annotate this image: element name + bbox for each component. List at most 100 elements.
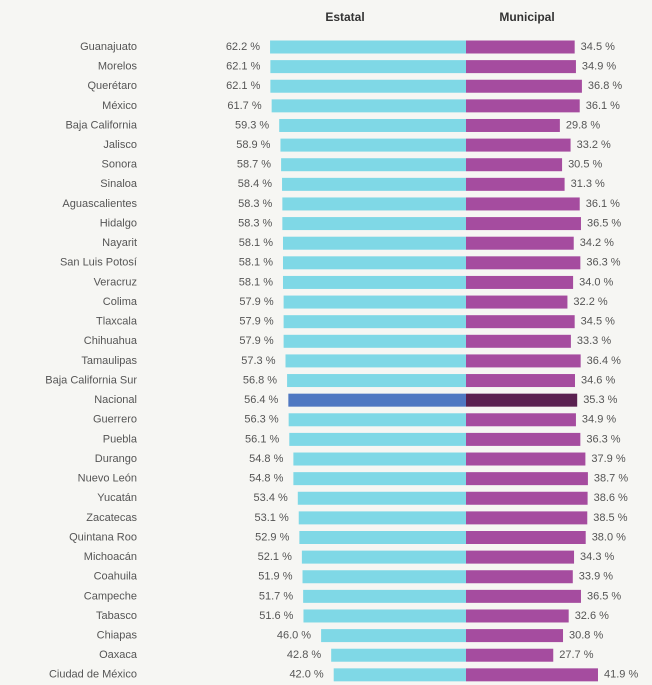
category-label: Ciudad de México [49, 669, 137, 681]
category-label: Baja California Sur [45, 374, 137, 386]
value-label: 42.0 % [289, 669, 323, 681]
value-label: 36.8 % [588, 80, 622, 92]
category-label: San Luis Potosí [60, 257, 137, 269]
category-label: Quintana Roo [69, 531, 137, 543]
bar [283, 295, 466, 309]
bar [466, 589, 581, 603]
category-label: Baja California [65, 119, 137, 131]
value-label: 57.9 % [239, 316, 273, 328]
bar [282, 256, 466, 270]
category-label: Sinaloa [100, 178, 138, 190]
value-label: 61.7 % [227, 100, 261, 112]
value-label: 27.7 % [559, 649, 593, 661]
bar [270, 40, 466, 54]
bar [287, 374, 466, 388]
category-label: Hidalgo [100, 217, 137, 229]
value-label: 33.9 % [579, 571, 613, 583]
bar [302, 570, 466, 584]
bar [321, 629, 466, 643]
bar [270, 60, 466, 74]
category-label: Zacatecas [86, 512, 137, 524]
category-label: Guanajuato [80, 41, 137, 53]
bar [466, 374, 575, 388]
value-label: 54.8 % [249, 453, 283, 465]
bar [466, 668, 598, 682]
bar [298, 511, 466, 525]
bar [466, 648, 554, 662]
bar [288, 413, 466, 427]
value-label: 42.8 % [287, 649, 321, 661]
bar [466, 40, 575, 54]
value-label: 34.5 % [581, 41, 615, 53]
bar [281, 158, 466, 172]
bar [466, 393, 578, 407]
category-label: Chiapas [97, 630, 138, 642]
value-label: 34.0 % [579, 276, 613, 288]
value-label: 35.3 % [583, 394, 617, 406]
category-label: Nayarit [102, 237, 137, 249]
category-label: Aguascalientes [62, 198, 137, 210]
bar [466, 511, 588, 525]
bar [282, 275, 466, 289]
category-label: Colima [103, 296, 138, 308]
bar [270, 79, 466, 93]
bar [466, 256, 581, 270]
value-label: 31.3 % [571, 178, 605, 190]
value-label: 30.8 % [569, 630, 603, 642]
value-label: 58.7 % [237, 159, 271, 171]
category-label: Michoacán [84, 551, 137, 563]
category-label: Tamaulipas [81, 355, 137, 367]
series-header: Estatal [325, 10, 364, 24]
value-label: 34.5 % [581, 316, 615, 328]
category-label: Coahuila [94, 571, 138, 583]
value-label: 32.2 % [573, 296, 607, 308]
bar [466, 295, 568, 309]
value-label: 38.6 % [594, 492, 628, 504]
value-label: 56.3 % [244, 414, 278, 426]
value-label: 38.0 % [592, 531, 626, 543]
bar [466, 432, 581, 446]
value-label: 33.2 % [577, 139, 611, 151]
bar [466, 217, 581, 231]
value-label: 62.2 % [226, 41, 260, 53]
value-label: 38.5 % [593, 512, 627, 524]
bar [282, 236, 466, 250]
value-label: 54.8 % [249, 473, 283, 485]
value-label: 36.1 % [586, 100, 620, 112]
bar [303, 609, 466, 623]
value-label: 34.6 % [581, 374, 615, 386]
value-label: 53.4 % [254, 492, 288, 504]
bar [303, 589, 466, 603]
category-label: Chihuahua [84, 335, 138, 347]
value-label: 59.3 % [235, 119, 269, 131]
value-label: 32.6 % [575, 610, 609, 622]
bar [466, 60, 576, 74]
value-label: 34.9 % [582, 61, 616, 73]
bar [466, 177, 565, 191]
category-label: Guerrero [93, 414, 137, 426]
bar [466, 197, 580, 211]
category-label: Jalisco [103, 139, 137, 151]
value-label: 62.1 % [226, 61, 260, 73]
category-label: Tlaxcala [96, 316, 138, 328]
category-label: Tabasco [96, 610, 137, 622]
value-label: 38.7 % [594, 473, 628, 485]
category-label: Sonora [102, 159, 138, 171]
value-label: 29.8 % [566, 119, 600, 131]
value-label: 58.1 % [239, 237, 273, 249]
bar [466, 158, 563, 172]
bar [282, 217, 466, 231]
bar [466, 472, 588, 486]
category-label: Veracruz [94, 276, 137, 288]
bar [299, 531, 466, 544]
bar [282, 197, 466, 211]
value-label: 34.9 % [582, 414, 616, 426]
category-label: Durango [95, 453, 137, 465]
value-label: 51.6 % [259, 610, 293, 622]
value-label: 52.1 % [258, 551, 292, 563]
category-label: Morelos [98, 61, 138, 73]
bar [293, 472, 466, 486]
bar [466, 413, 576, 427]
value-label: 58.3 % [238, 198, 272, 210]
category-label: Nacional [94, 394, 137, 406]
